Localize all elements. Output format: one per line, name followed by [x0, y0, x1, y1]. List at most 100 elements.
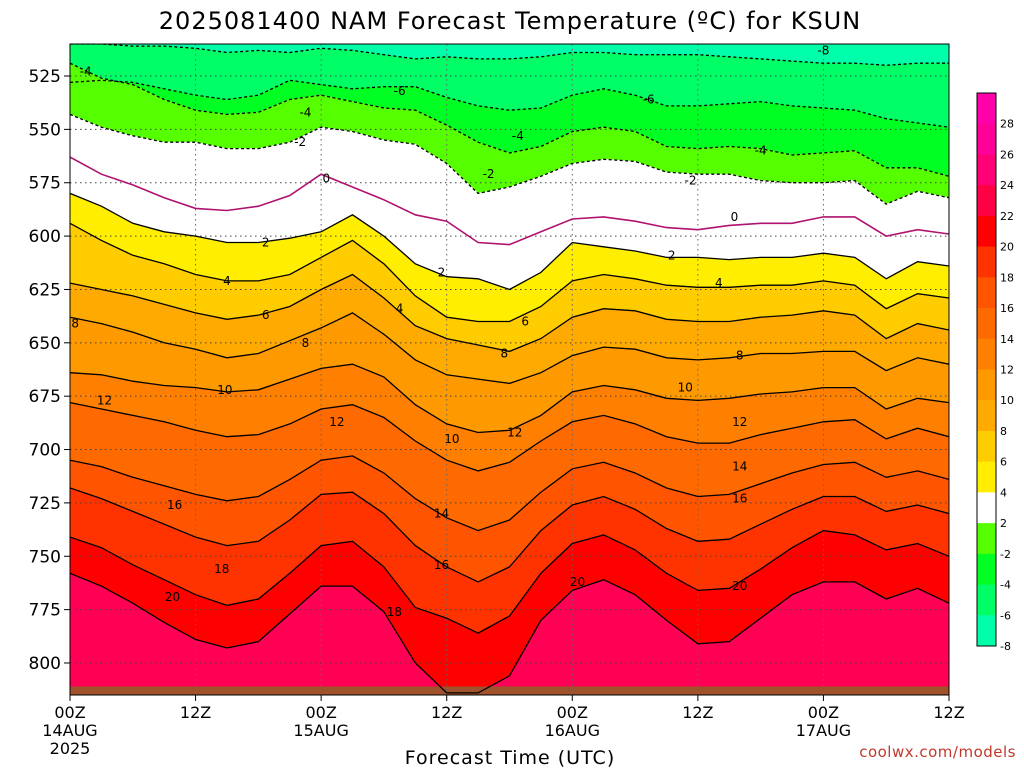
isotherm-line: [70, 401, 949, 472]
x-tick-label: 12Z: [180, 703, 211, 722]
color-scale-label: 28: [1000, 118, 1014, 131]
y-tick-label: 675: [29, 387, 61, 407]
isotherm-label: 14: [434, 507, 449, 521]
color-scale-swatch: [977, 615, 996, 647]
isotherm-label: -4: [299, 105, 311, 119]
color-scale-swatch: [977, 123, 996, 155]
isotherm-label: 14: [732, 460, 747, 474]
isotherm-label: 4: [715, 276, 723, 290]
isotherm-label: 18: [387, 605, 402, 619]
isotherm-line: [70, 113, 949, 205]
isotherm-line: [70, 487, 949, 583]
isotherm-label: -4: [80, 65, 92, 79]
x-tick-label: 00Z: [305, 703, 336, 722]
isotherm-line: [70, 572, 949, 694]
color-scale-label: -8: [1000, 640, 1011, 653]
y-tick-label: 650: [29, 334, 61, 354]
isotherm-label: -2: [483, 167, 495, 181]
y-tick-label: 525: [29, 67, 61, 87]
isotherm-label: 10: [678, 381, 693, 395]
y-tick-label: 575: [29, 174, 61, 194]
isotherm-label: 2: [438, 265, 446, 279]
isotherm-label: 6: [521, 314, 529, 328]
ground-fill: [70, 686, 949, 695]
color-scale-label: 6: [1000, 456, 1007, 469]
y-tick-label: 775: [29, 601, 61, 621]
y-tick-label: 600: [29, 227, 61, 247]
y-tick-label: 800: [29, 654, 61, 674]
color-scale-swatch: [977, 400, 996, 432]
isotherm-label: 18: [214, 562, 229, 576]
color-scale-swatch: [977, 277, 996, 309]
color-scale-swatch: [977, 461, 996, 493]
x-tick-label: 00Z: [808, 703, 839, 722]
isotherm-label: 12: [507, 425, 522, 439]
isotherm-label: -6: [643, 92, 655, 106]
y-tick-label: 725: [29, 494, 61, 514]
y-axis: 525 550 575 600 625 650 675 700 725 750 775 800: [29, 67, 70, 674]
color-scale-label: 4: [1000, 486, 1007, 499]
isotherm-line: [70, 62, 949, 177]
isotherm-label: 2: [668, 248, 676, 262]
color-scale-label: 8: [1000, 425, 1007, 438]
color-scale-swatch: [977, 430, 996, 463]
color-scale-label: 16: [1000, 302, 1014, 315]
isotherm-label: -4: [512, 129, 524, 143]
color-scale-swatch: [977, 93, 996, 125]
isotherm-label: 16: [434, 558, 449, 572]
color-scale-label: 22: [1000, 210, 1014, 223]
color-scale-label: 12: [1000, 364, 1014, 377]
color-scale-swatch: [977, 154, 996, 186]
isotherm-line: [70, 222, 949, 323]
color-scale-swatch: [977, 308, 996, 340]
color-scale-label: 2: [1000, 517, 1007, 530]
isotherm-label: 12: [329, 415, 344, 429]
isotherm-label: 4: [223, 274, 231, 288]
x-tick-label: 00Z: [54, 703, 85, 722]
color-scale-label: 26: [1000, 148, 1014, 161]
color-scale-label: -4: [1000, 579, 1011, 592]
x-tick-date: 15AUG: [293, 721, 348, 740]
isotherm-label: 0: [731, 210, 739, 224]
chart-title: 2025081400 NAM Forecast Temperature (ºC)…: [159, 7, 861, 35]
isotherm-label: -4: [755, 144, 767, 158]
isotherm-label: 6: [262, 308, 270, 322]
color-scale-swatch: [977, 246, 996, 278]
color-scale-swatch: [977, 492, 996, 524]
x-tick-label: 00Z: [557, 703, 588, 722]
color-scale-legend: 28 26 24 22 20 18 16 14 12 10 8 6 4 2 -2 -4 -6 -8: [976, 92, 1014, 653]
isotherm-label: 4: [396, 302, 404, 316]
color-scale-swatch: [977, 369, 996, 401]
x-tick-date: 17AUG: [796, 721, 851, 740]
isotherm-line: [70, 156, 949, 246]
isotherm-line: [70, 455, 949, 532]
plot-frame: [69, 43, 950, 696]
isotherm-label: -8: [817, 43, 829, 57]
credit-text[interactable]: coolwx.com/models: [859, 743, 1016, 761]
isotherm-label: 16: [732, 492, 747, 506]
x-tick-date: 14AUG: [42, 721, 97, 740]
ground-layer: [70, 686, 949, 695]
isotherm-line: [70, 44, 949, 66]
x-tick-date: 16AUG: [545, 721, 600, 740]
color-scale-swatch: [977, 523, 996, 555]
isotherm-label: 12: [97, 393, 112, 407]
x-tick-label: 12Z: [682, 703, 713, 722]
color-scale-frame: [976, 92, 997, 647]
isotherm-label: 16: [167, 498, 182, 512]
isotherm-line: [70, 529, 949, 634]
isotherm-label: 0: [323, 171, 331, 185]
isotherm-line: [70, 192, 949, 291]
isotherm-label: -6: [394, 84, 406, 98]
isotherm-line: [70, 273, 949, 353]
grid-lines: [70, 44, 949, 695]
y-tick-label: 550: [29, 120, 61, 140]
color-scale-label: 10: [1000, 394, 1014, 407]
color-scale-swatch: [977, 338, 996, 370]
isotherm-label: 20: [165, 590, 180, 604]
isotherm-label: 20: [732, 579, 747, 593]
isotherm-label: 8: [736, 349, 744, 363]
isotherm-line: [70, 363, 949, 434]
x-axis-label: Forecast Time (UTC): [405, 747, 615, 768]
